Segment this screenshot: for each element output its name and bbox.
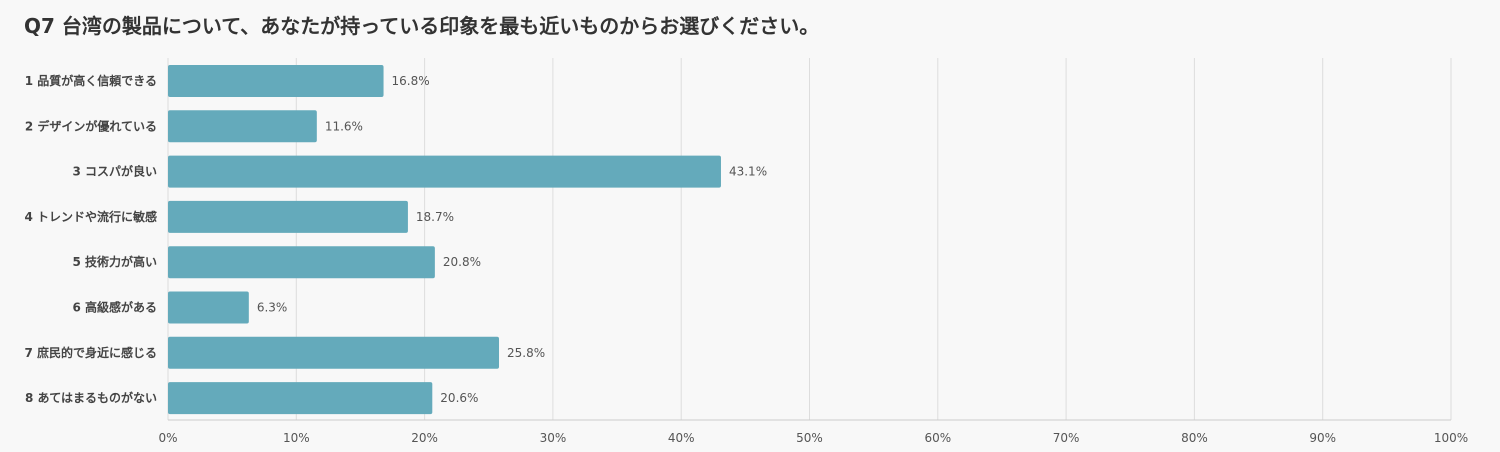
x-tick-label: 90%	[1309, 431, 1336, 445]
category-label: 3 コスパが良い	[72, 164, 157, 179]
category-label: 7 庶民的で身近に感じる	[24, 345, 157, 360]
value-label: 20.6%	[440, 391, 478, 405]
x-tick-label: 40%	[668, 431, 695, 445]
value-label: 11.6%	[325, 119, 363, 133]
bar	[168, 246, 435, 279]
bar	[168, 382, 433, 415]
x-tick-label: 100%	[1434, 431, 1468, 445]
value-label: 20.8%	[443, 255, 481, 269]
x-tick-label: 60%	[924, 431, 951, 445]
bars	[168, 65, 721, 415]
x-tick-label: 30%	[540, 431, 567, 445]
bar	[168, 291, 249, 324]
x-tick-label: 0%	[158, 431, 177, 445]
grid-lines	[167, 58, 1452, 420]
x-tick-label: 70%	[1053, 431, 1080, 445]
category-labels: 1 品質が高く信頼できる 2 デザインが優れている 3 コスパが良い 4 トレンドや流…	[24, 73, 157, 405]
category-label: 2 デザインが優れている	[25, 118, 157, 133]
x-tick-label: 20%	[411, 431, 438, 445]
bar	[168, 336, 500, 369]
value-labels: 16.8% 11.6% 43.1% 18.7% 20.8% 6.3% 25.8% 20.6%	[257, 74, 767, 405]
bar	[168, 200, 408, 233]
value-label: 6.3%	[257, 301, 288, 315]
chart-title: Q7 台湾の製品について、あなたが持っている印象を最も近いものからお選びください…	[24, 14, 820, 38]
bar	[168, 110, 317, 143]
value-label: 16.8%	[392, 74, 430, 88]
category-label: 5 技術力が高い	[72, 254, 157, 269]
category-label: 6 高級感がある	[72, 300, 157, 315]
value-label: 25.8%	[507, 346, 545, 360]
bar	[168, 65, 384, 97]
x-tick-label: 10%	[283, 431, 310, 445]
x-tick-label: 80%	[1181, 431, 1208, 445]
value-label: 18.7%	[416, 210, 454, 224]
category-label: 4 トレンドや流行に敏感	[24, 209, 157, 224]
bar	[168, 155, 721, 188]
x-axis-ticks: 0% 10% 20% 30% 40% 50% 60% 70% 80% 90% 100%	[158, 431, 1468, 445]
value-label: 43.1%	[729, 165, 767, 179]
x-tick-label: 50%	[796, 431, 823, 445]
category-label: 8 あてはまるものがない	[25, 390, 157, 405]
category-label: 1 品質が高く信頼できる	[25, 73, 157, 88]
